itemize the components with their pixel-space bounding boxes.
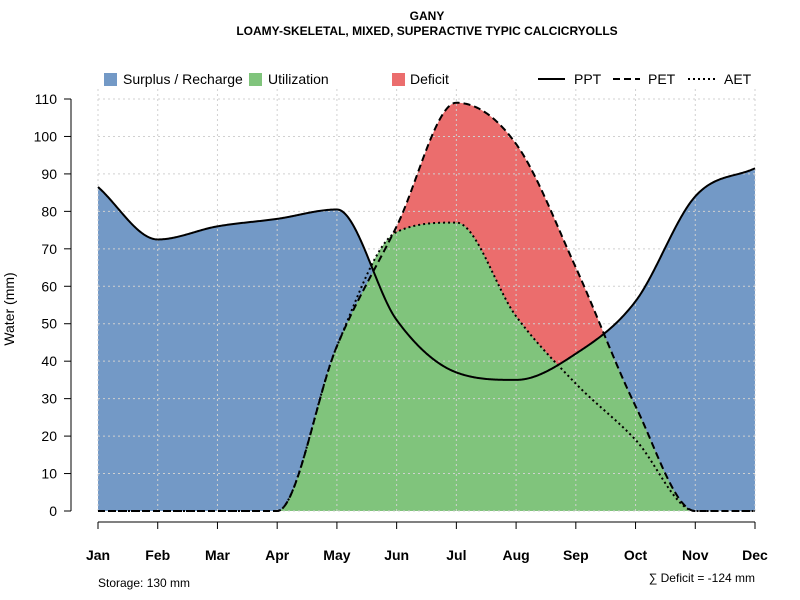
x-tick-label-sep: Sep: [563, 547, 589, 563]
y-tick-label: 10: [41, 466, 57, 482]
plot-area: 0 10 20 30 40 50 60 70 80 90 100 110 Jan Feb Mar Apr May…: [34, 89, 768, 563]
pet-line: [98, 101, 755, 512]
x-tick-label-jul: Jul: [446, 547, 466, 563]
recharge-upper-area: [98, 168, 755, 512]
x-tick-label-mar: Mar: [205, 547, 230, 563]
chart-subtitle: LOAMY-SKELETAL, MIXED, SUPERACTIVE TYPIC…: [236, 24, 617, 38]
y-tick-label: 40: [41, 353, 57, 369]
y-tick-label: 100: [34, 128, 58, 144]
legend-swatch-utilization: [249, 73, 262, 86]
legend-swatch-surplus: [104, 73, 117, 86]
chart-title: GANY: [410, 9, 445, 23]
utilization-upper-area: [98, 222, 755, 511]
y-tick-label: 30: [41, 391, 57, 407]
y-tick-label: 70: [41, 241, 57, 257]
x-tick-label-aug: Aug: [502, 547, 529, 563]
x-tick-label-oct: Oct: [624, 547, 648, 563]
storage-note: Storage: 130 mm: [98, 576, 190, 590]
legend-label-utilization: Utilization: [268, 71, 329, 87]
deficit-note: ∑ Deficit = -124 mm: [649, 571, 755, 585]
x-tick-label-apr: Apr: [265, 547, 290, 563]
y-tick-label: 90: [41, 166, 57, 182]
legend-label-pet: PET: [648, 71, 676, 87]
legend-label-surplus: Surplus / Recharge: [123, 71, 243, 87]
legend-label-deficit: Deficit: [410, 71, 449, 87]
utilization-area: [98, 222, 755, 511]
y-tick-label: 50: [41, 316, 57, 332]
x-tick-label-feb: Feb: [145, 547, 170, 563]
ppt-line: [97, 167, 756, 381]
y-tick-label: 60: [41, 278, 57, 294]
x-tick-label-nov: Nov: [682, 547, 709, 563]
y-tick-label: 110: [35, 91, 58, 107]
legend-label-ppt: PPT: [574, 71, 602, 87]
y-axis-label: Water (mm): [1, 272, 17, 345]
legend: Surplus / Recharge Utilization Deficit P…: [104, 71, 752, 87]
y-tick-label: 0: [49, 503, 57, 519]
x-tick-label-jun: Jun: [384, 547, 409, 563]
x-tick-label-may: May: [323, 547, 350, 563]
y-tick-label: 20: [41, 428, 57, 444]
y-tick-label: 80: [41, 203, 57, 219]
legend-label-aet: AET: [724, 71, 752, 87]
x-tick-label-jan: Jan: [86, 547, 110, 563]
legend-swatch-deficit: [392, 73, 405, 86]
x-tick-label-dec: Dec: [742, 547, 768, 563]
